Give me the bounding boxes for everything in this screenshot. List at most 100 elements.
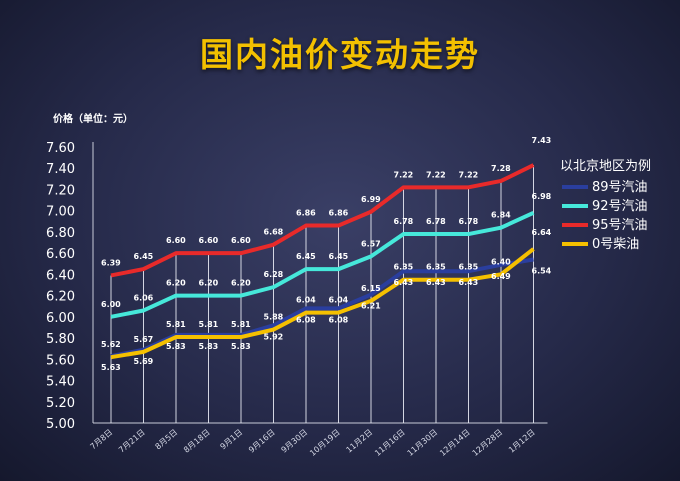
data-label: 6.28 — [264, 270, 284, 279]
legend: 以北京地区为例 89号汽油 92号汽油 95号汽油 0号柴油 — [560, 159, 651, 252]
data-label: 5.81 — [231, 320, 251, 329]
data-label: 6.78 — [426, 217, 446, 226]
data-label: 7.22 — [394, 170, 414, 179]
y-tick-label: 5.80 — [46, 332, 75, 347]
data-label: 5.67 — [134, 335, 154, 344]
legend-item: 89号汽油 — [592, 180, 648, 195]
data-label: 6.86 — [329, 209, 349, 218]
data-label: 6.78 — [459, 217, 479, 226]
y-tick-label: 7.60 — [46, 141, 75, 156]
data-label: 6.99 — [361, 195, 381, 204]
y-tick-label: 6.20 — [46, 290, 75, 305]
data-label: 6.43 — [459, 278, 479, 287]
y-tick-label: 6.00 — [46, 311, 75, 326]
legend-item: 0号柴油 — [592, 237, 639, 252]
data-label: 6.35 — [394, 263, 414, 272]
data-label: 6.20 — [199, 279, 219, 288]
x-tick-label: 9月16日 — [247, 428, 277, 455]
x-tick-label: 8月5日 — [153, 428, 179, 452]
data-label: 7.22 — [426, 170, 446, 179]
data-label: 6.64 — [532, 228, 552, 237]
data-label: 6.57 — [361, 239, 381, 248]
data-label: 7.43 — [532, 136, 552, 145]
data-label: 5.62 — [101, 340, 121, 349]
data-label: 6.04 — [296, 296, 316, 305]
data-label: 6.45 — [134, 252, 154, 261]
data-label: 6.49 — [491, 272, 511, 281]
data-label: 6.04 — [329, 296, 349, 305]
data-label: 6.39 — [101, 258, 121, 267]
series-line — [110, 257, 534, 359]
x-tick-label: 9月30日 — [280, 428, 310, 455]
data-label: 6.60 — [166, 236, 186, 245]
x-tick-label: 9月1日 — [218, 428, 244, 452]
data-label: 6.68 — [264, 228, 284, 237]
data-label: 6.60 — [231, 236, 251, 245]
data-label: 6.78 — [394, 217, 414, 226]
data-label: 6.98 — [532, 192, 552, 201]
data-label: 6.35 — [426, 263, 446, 272]
data-label: 5.81 — [199, 320, 219, 329]
data-label: 6.43 — [394, 278, 414, 287]
data-label: 6.00 — [101, 300, 121, 309]
x-tick-label: 12月28日 — [471, 428, 505, 458]
data-label: 7.22 — [459, 170, 479, 179]
x-tick-label: 11月2日 — [345, 428, 375, 455]
data-label: 5.81 — [166, 320, 186, 329]
data-label: 6.43 — [426, 278, 446, 287]
x-tick-label: 1月12日 — [507, 428, 537, 455]
y-tick-label: 6.40 — [46, 268, 75, 283]
data-label: 5.69 — [134, 357, 154, 366]
data-label: 5.63 — [101, 363, 121, 372]
y-tick-label: 5.00 — [46, 417, 75, 432]
drop-lines — [110, 165, 534, 423]
x-tick-label: 11月16日 — [373, 428, 407, 458]
data-labels: 5.63 5.69 5.83 5.83 5.83 5.92 6.08 6.08 6.21 6.43… — [101, 136, 552, 372]
y-axis-label: 价格（单位：元） — [53, 112, 133, 125]
legend-item: 95号汽油 — [592, 218, 648, 233]
y-tick-label: 6.60 — [46, 247, 75, 262]
y-tick-label: 7.40 — [46, 162, 75, 177]
data-label: 6.15 — [361, 284, 381, 293]
data-label: 6.86 — [296, 209, 316, 218]
data-label: 6.08 — [329, 315, 349, 324]
y-tick-label: 5.60 — [46, 353, 75, 368]
series-line — [110, 163, 535, 278]
series-line — [110, 247, 535, 360]
y-tick-label: 5.20 — [46, 396, 75, 411]
data-label: 6.40 — [491, 257, 511, 266]
legend-title: 以北京地区为例 — [560, 159, 651, 174]
data-label: 6.06 — [134, 293, 154, 302]
data-label: 6.08 — [296, 315, 316, 324]
data-label: 6.54 — [532, 267, 552, 276]
legend-item: 92号汽油 — [592, 199, 648, 214]
x-tick-label: 11月30日 — [406, 428, 440, 458]
data-label: 6.21 — [361, 302, 381, 311]
series-lines — [110, 163, 535, 360]
x-tick-label: 7月8日 — [88, 428, 114, 452]
data-label: 6.20 — [231, 279, 251, 288]
data-label: 6.20 — [166, 279, 186, 288]
x-tick-label: 7月21日 — [117, 428, 147, 455]
data-label: 6.84 — [491, 211, 511, 220]
x-tick-label: 10月19日 — [308, 428, 342, 458]
data-label: 6.60 — [199, 236, 219, 245]
data-label: 5.83 — [166, 342, 186, 351]
data-label: 6.35 — [459, 263, 479, 272]
chart-title: 国内油价变动走势 — [200, 35, 480, 74]
data-label: 5.88 — [264, 313, 284, 322]
data-label: 5.83 — [199, 342, 219, 351]
series-line — [110, 210, 535, 319]
y-tick-label: 6.80 — [46, 226, 75, 241]
data-label: 6.45 — [329, 252, 349, 261]
y-tick-label: 7.00 — [46, 205, 75, 220]
data-label: 5.92 — [264, 332, 284, 341]
x-tick-label: 12月14日 — [438, 428, 472, 458]
y-tick-label: 5.40 — [46, 375, 75, 390]
y-tick-label: 7.20 — [46, 183, 75, 198]
data-label: 7.28 — [491, 164, 511, 173]
x-tick-label: 8月18日 — [182, 428, 212, 455]
data-label: 6.45 — [296, 252, 316, 261]
data-label: 5.83 — [231, 342, 251, 351]
